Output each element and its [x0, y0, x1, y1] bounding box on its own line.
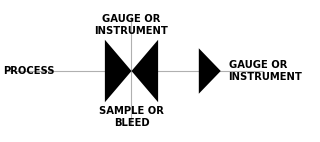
Polygon shape: [132, 40, 158, 102]
Text: GAUGE OR
INSTRUMENT: GAUGE OR INSTRUMENT: [94, 14, 168, 36]
Polygon shape: [199, 48, 221, 94]
Polygon shape: [105, 40, 132, 102]
Text: SAMPLE OR
BLEED: SAMPLE OR BLEED: [99, 106, 164, 128]
Text: GAUGE OR
INSTRUMENT: GAUGE OR INSTRUMENT: [228, 60, 302, 82]
Text: PROCESS: PROCESS: [3, 66, 55, 76]
